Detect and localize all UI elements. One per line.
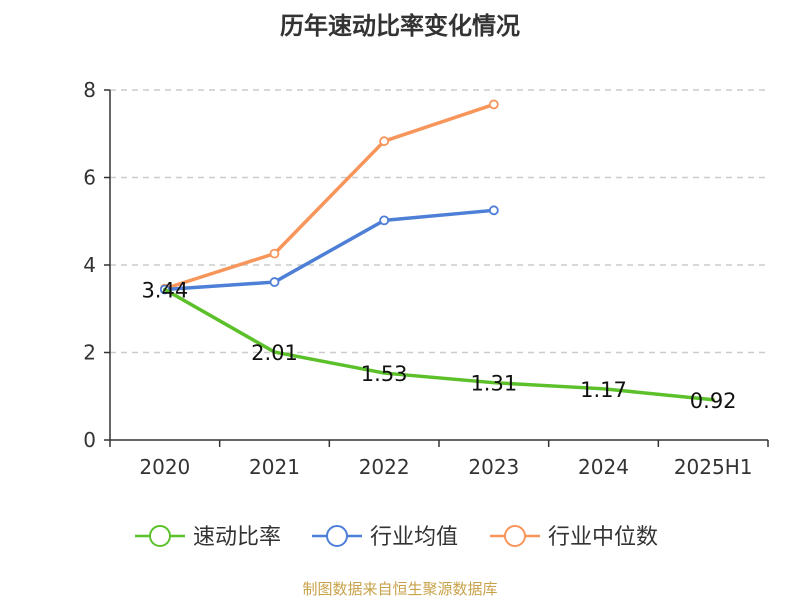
x-tick-label-2021: 2021 — [249, 455, 300, 479]
legend-marker-0 — [149, 525, 171, 547]
x-tick-label-2023: 2023 — [468, 455, 519, 479]
data-label-2021: 2.01 — [251, 341, 298, 365]
y-tick-label-4: 4 — [83, 253, 96, 277]
legend-marker-1 — [326, 525, 348, 547]
y-tick-label-8: 8 — [83, 78, 96, 102]
series-line-2 — [163, 102, 496, 291]
series-2-point-2023 — [488, 99, 499, 110]
y-tick-label-0: 0 — [83, 428, 96, 452]
series-2-point-2021 — [269, 248, 280, 259]
legend-marker-2 — [504, 525, 526, 547]
legend-label-2: 行业中位数 — [548, 525, 658, 550]
x-tick-label-2020: 2020 — [139, 455, 190, 479]
legend-label-1: 行业均值 — [370, 525, 458, 550]
series-1-point-2022 — [379, 215, 390, 226]
legend-label-0: 速动比率 — [193, 525, 281, 550]
data-label-2025H1: 0.92 — [690, 389, 737, 413]
x-tick-label-2024: 2024 — [578, 455, 629, 479]
series-2-point-2022 — [379, 136, 390, 147]
data-label-2023: 1.31 — [470, 372, 517, 396]
data-label-2024: 1.17 — [580, 378, 627, 402]
data-source-note: 制图数据来自恒生聚源数据库 — [302, 580, 498, 598]
x-tick-label-2025H1: 2025H1 — [674, 455, 753, 479]
data-label-2022: 1.53 — [361, 362, 408, 386]
data-label-2020: 3.44 — [141, 279, 188, 303]
y-tick-label-6: 6 — [83, 166, 96, 190]
y-tick-label-2: 2 — [83, 341, 96, 365]
series-1-point-2023 — [488, 205, 499, 216]
series-line-1 — [163, 208, 496, 292]
chart-title: 历年速动比率变化情况 — [280, 12, 520, 40]
series-1-point-2021 — [269, 277, 280, 287]
series-line-0 — [163, 287, 715, 402]
x-tick-label-2022: 2022 — [359, 455, 410, 479]
